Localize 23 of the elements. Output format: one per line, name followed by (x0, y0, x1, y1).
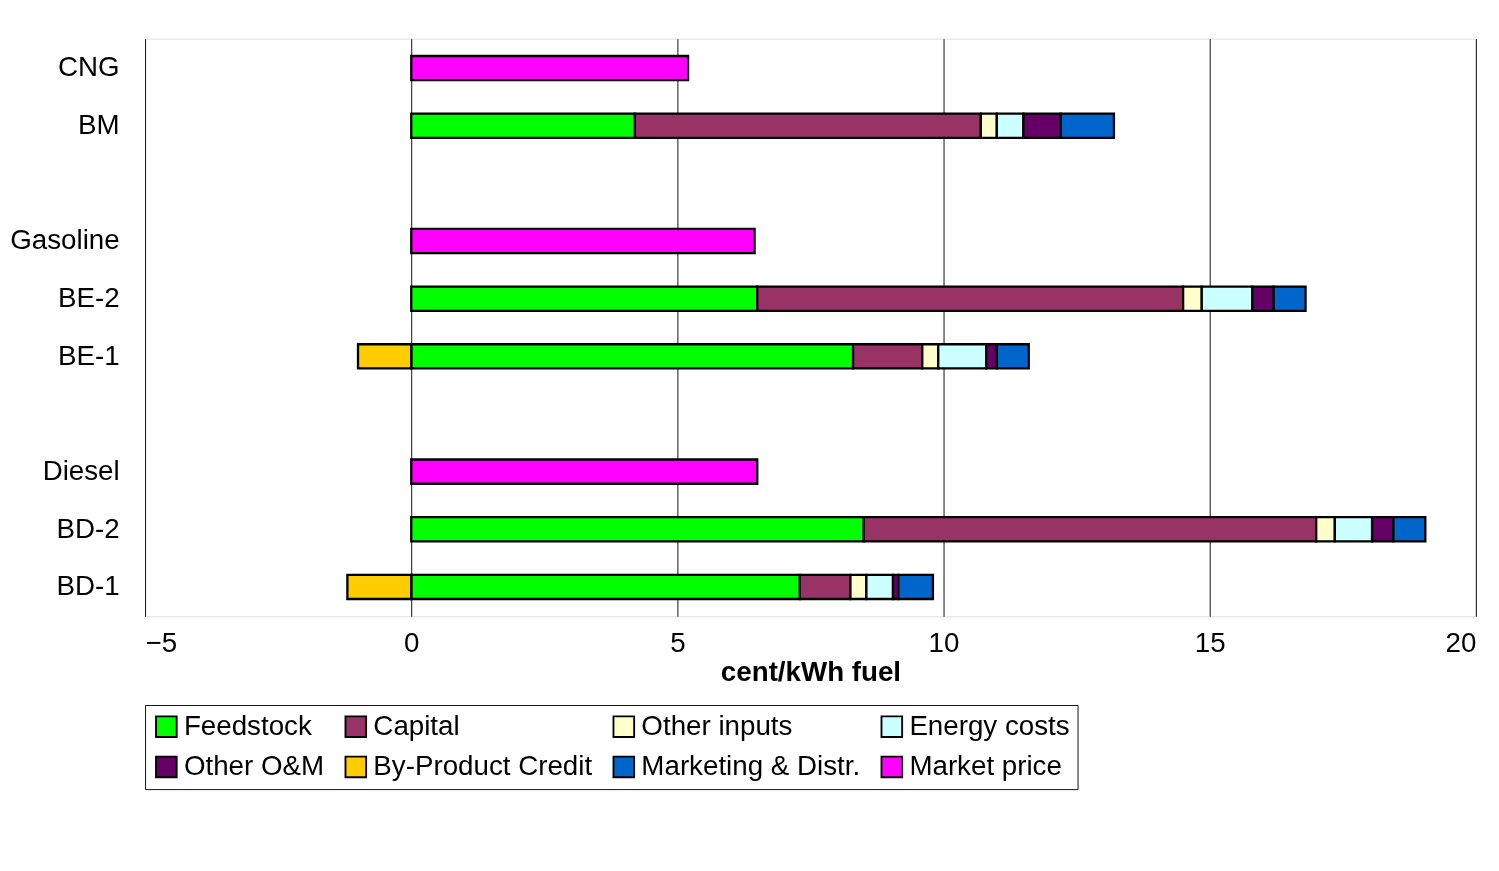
y-tick-label: BE-1 (58, 339, 120, 371)
x-tick-label: −5 (145, 626, 178, 658)
x-tick-label: 0 (404, 626, 420, 658)
x-tick-label: 20 (1445, 626, 1477, 658)
legend-label: Other O&M (183, 750, 325, 782)
legend-label: Other inputs (641, 709, 793, 741)
y-tick-label: Diesel (42, 454, 120, 486)
legend-label: Marketing & Distr. (641, 750, 861, 782)
y-tick-label: Gasoline (10, 224, 120, 256)
legend-label: Energy costs (909, 709, 1070, 741)
y-tick-label: BD-1 (56, 570, 120, 602)
y-tick-label: BM (78, 109, 120, 141)
legend-label: Market price (909, 750, 1062, 782)
x-axis-title: cent/kWh fuel (720, 656, 902, 688)
legend-label: Feedstock (183, 709, 312, 741)
x-tick-label: 15 (1194, 626, 1226, 658)
x-tick-label: 10 (928, 626, 960, 658)
y-tick-label: BE-2 (58, 282, 120, 314)
legend-label: Capital (373, 709, 460, 741)
y-tick-label: CNG (58, 51, 120, 83)
y-tick-label: BD-2 (56, 512, 120, 544)
x-tick-label: 5 (670, 626, 686, 658)
legend-label: By-Product Credit (373, 750, 593, 782)
